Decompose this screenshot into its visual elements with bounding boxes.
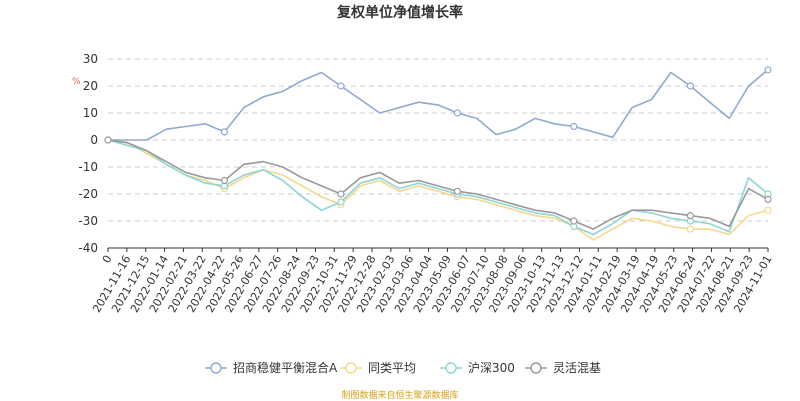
grid-lines <box>108 58 768 222</box>
series-line-1 <box>107 139 769 241</box>
series-point-3 <box>686 212 694 220</box>
series-line-2 <box>107 139 769 236</box>
y-tick-label: 10 <box>83 106 98 120</box>
y-tick-label: 0 <box>90 133 98 147</box>
legend: 招商稳健平衡混合A 同类平均 沪深300 灵活混基 <box>205 360 601 375</box>
series-point-3 <box>337 190 345 198</box>
series-point-0 <box>453 109 462 117</box>
x-tick-labels: 02021-11-162021-12-152022-01-142022-02-2… <box>90 248 775 315</box>
legend-label-0: 招商稳健平衡混合A <box>233 360 338 375</box>
y-tick-label: -10 <box>78 160 98 174</box>
series-point-1 <box>686 225 694 233</box>
series-point-1 <box>764 206 772 214</box>
y-tick-label: 30 <box>83 52 98 66</box>
y-tick-labels: 30 20 10 0 -10 -20 -30 -40 <box>78 52 98 255</box>
series-point-2 <box>337 198 345 206</box>
series-point-0 <box>764 66 772 74</box>
legend-label-2: 沪深300 <box>468 361 515 375</box>
legend-marker-1 <box>345 362 357 374</box>
series-point-0 <box>220 128 229 136</box>
y-tick-label: -40 <box>78 241 98 255</box>
series-point-0 <box>337 82 345 90</box>
axes: % <box>72 77 768 249</box>
series-point-3 <box>764 195 772 203</box>
y-tick-label: -30 <box>78 214 98 228</box>
legend-marker-3 <box>530 362 542 374</box>
series-point-3 <box>453 187 462 195</box>
source-note: 制图数据来自恒生聚源数据库 <box>341 391 459 401</box>
x-tick-label: 0 <box>100 253 115 266</box>
series-point-0 <box>686 82 694 90</box>
legend-label-3: 灵活混基 <box>553 361 601 375</box>
y-tick-label: -20 <box>78 187 98 201</box>
legend-marker-0 <box>210 362 222 374</box>
y-tick-label: 20 <box>83 79 98 93</box>
series-point-3 <box>570 217 578 225</box>
series-point-0 <box>570 122 578 131</box>
series-point-3 <box>220 176 229 185</box>
series-point-3 <box>104 136 112 144</box>
legend-label-1: 同类平均 <box>368 361 416 375</box>
chart-title: 复权单位净值增长率 <box>337 5 463 21</box>
series-lines <box>104 66 772 241</box>
y-axis-unit-label: % <box>72 77 81 87</box>
series-line-0 <box>108 69 769 141</box>
legend-marker-2 <box>445 362 457 374</box>
series-line-3 <box>107 139 769 230</box>
